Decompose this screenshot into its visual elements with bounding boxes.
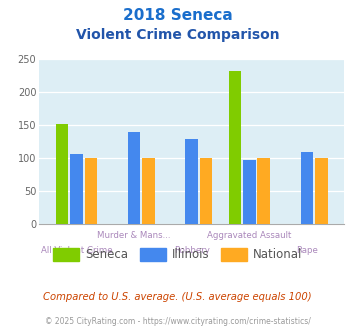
Bar bbox=[301, 152, 313, 224]
Text: 2018 Seneca: 2018 Seneca bbox=[122, 8, 233, 23]
Bar bbox=[70, 154, 83, 224]
Text: Aggravated Assault: Aggravated Assault bbox=[207, 231, 291, 240]
Text: Violent Crime Comparison: Violent Crime Comparison bbox=[76, 28, 279, 42]
Text: All Violent Crime: All Violent Crime bbox=[41, 246, 112, 255]
Bar bbox=[185, 139, 198, 224]
Text: Murder & Mans...: Murder & Mans... bbox=[97, 231, 171, 240]
Text: Compared to U.S. average. (U.S. average equals 100): Compared to U.S. average. (U.S. average … bbox=[43, 292, 312, 302]
Bar bbox=[128, 132, 141, 224]
Bar bbox=[56, 124, 69, 224]
Bar bbox=[243, 160, 256, 224]
Text: Rape: Rape bbox=[296, 246, 318, 255]
Bar bbox=[142, 158, 155, 224]
Bar bbox=[200, 158, 212, 224]
Bar bbox=[229, 71, 241, 224]
Bar bbox=[315, 158, 328, 224]
Text: Robbery: Robbery bbox=[174, 246, 210, 255]
Bar bbox=[84, 158, 97, 224]
Bar bbox=[257, 158, 270, 224]
Legend: Seneca, Illinois, National: Seneca, Illinois, National bbox=[53, 248, 302, 261]
Text: © 2025 CityRating.com - https://www.cityrating.com/crime-statistics/: © 2025 CityRating.com - https://www.city… bbox=[45, 317, 310, 326]
